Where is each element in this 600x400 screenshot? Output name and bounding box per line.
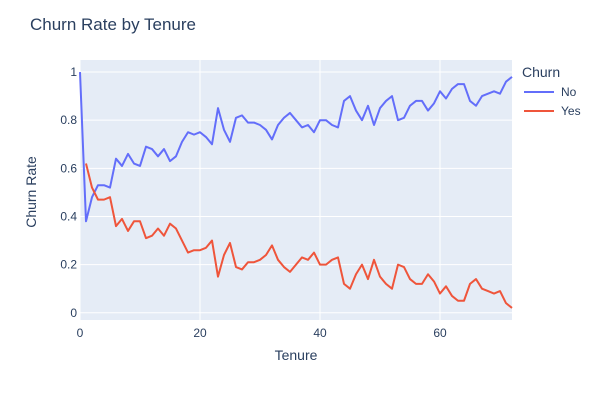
legend-label: Yes bbox=[561, 104, 581, 118]
legend-item-yes[interactable]: Yes bbox=[524, 104, 581, 118]
y-axis-title: Churn Rate bbox=[23, 156, 39, 228]
x-axis-title: Tenure bbox=[275, 347, 318, 363]
y-tick-label: 1 bbox=[70, 65, 77, 79]
chart-title: Churn Rate by Tenure bbox=[30, 15, 196, 34]
x-axis-ticks: 0 20 40 60 bbox=[77, 326, 447, 340]
x-tick-label: 0 bbox=[77, 326, 84, 340]
y-tick-label: 0.6 bbox=[60, 161, 77, 175]
legend-item-no[interactable]: No bbox=[524, 85, 577, 99]
legend-title: Churn bbox=[522, 64, 560, 80]
plot-background bbox=[80, 60, 512, 320]
series-line-yes[interactable] bbox=[85, 163, 513, 309]
x-tick-label: 40 bbox=[313, 326, 327, 340]
x-tick-label: 60 bbox=[433, 326, 447, 340]
x-tick-label: 20 bbox=[193, 326, 207, 340]
y-tick-label: 0.8 bbox=[60, 113, 77, 127]
legend-label: No bbox=[561, 85, 577, 99]
y-tick-label: 0.4 bbox=[60, 209, 77, 223]
y-axis-ticks: 0 0.2 0.4 0.6 0.8 1 bbox=[60, 65, 77, 320]
y-tick-label: 0.2 bbox=[60, 258, 77, 272]
series-lines bbox=[79, 71, 513, 309]
series-line-no[interactable] bbox=[79, 71, 513, 223]
y-tick-label: 0 bbox=[70, 306, 77, 320]
legend[interactable]: Churn No Yes bbox=[522, 64, 581, 118]
